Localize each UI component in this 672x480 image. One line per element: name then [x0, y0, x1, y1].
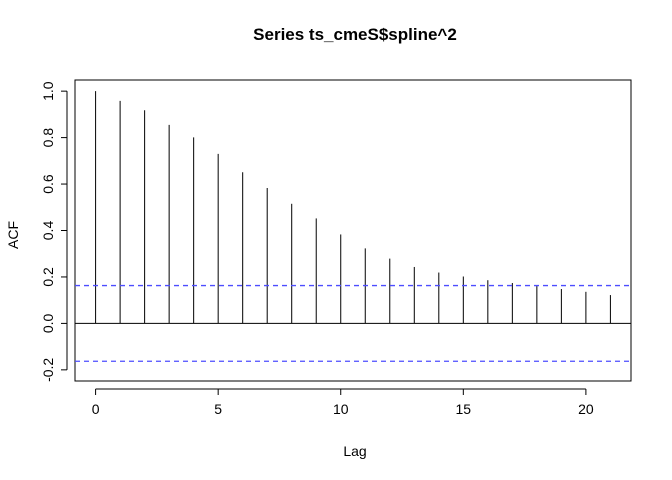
plot-area: 0 5 10 15 20 -0.2 0.0 0.2 0.4 0.6 0.8 1.0 — [40, 79, 632, 417]
y-tick-label-1: 0.0 — [40, 313, 56, 333]
x-axis-label: Lag — [343, 443, 366, 459]
x-tick-label-15: 15 — [456, 401, 472, 417]
x-tick-label-0: 0 — [92, 401, 100, 417]
plot-frame — [74, 79, 632, 382]
x-tick-label-5: 5 — [214, 401, 222, 417]
y-tick-label-5: 0.8 — [40, 128, 56, 148]
y-axis-label: ACF — [5, 221, 21, 249]
y-tick-label-0: -0.2 — [40, 358, 56, 382]
y-tick-label-6: 1.0 — [40, 81, 56, 101]
y-tick-label-4: 0.6 — [40, 174, 56, 194]
y-tick-label-2: 0.2 — [40, 267, 56, 287]
x-tick-label-10: 10 — [333, 401, 349, 417]
y-tick-label-3: 0.4 — [40, 221, 56, 241]
x-tick-label-20: 20 — [578, 401, 594, 417]
chart-title: Series ts_cmeS$spline^2 — [253, 25, 457, 44]
